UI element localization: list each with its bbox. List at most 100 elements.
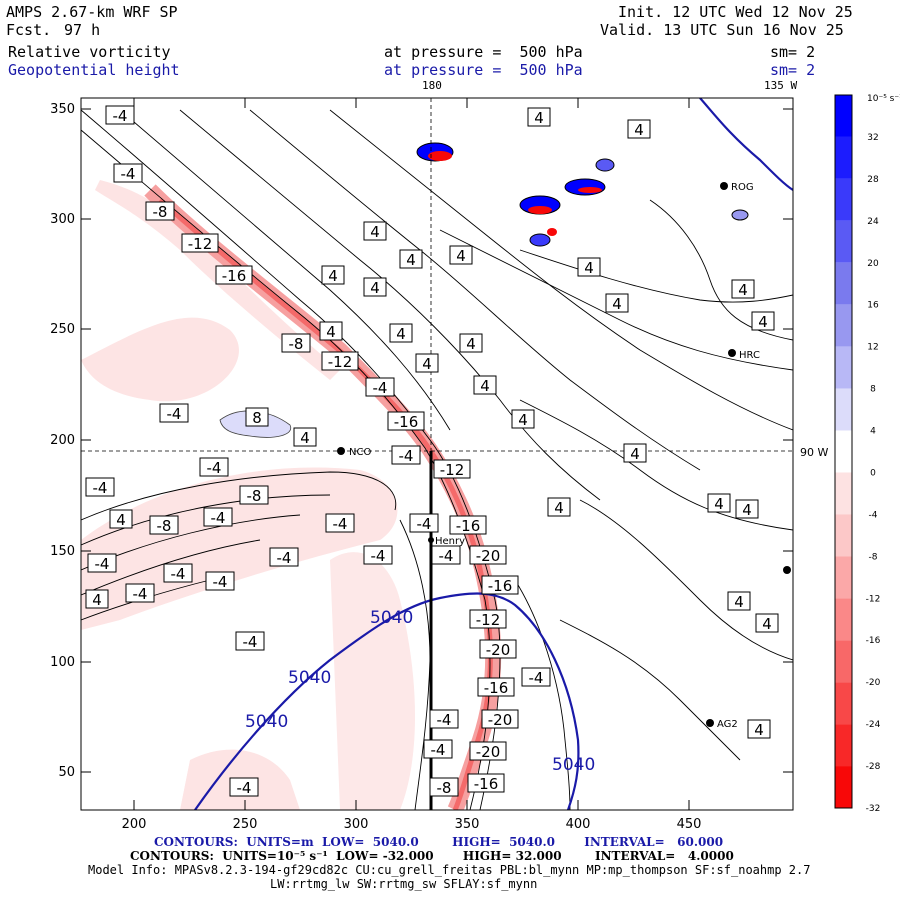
svg-text:-4: -4 [207,459,222,477]
colorbar-swatch [835,178,852,221]
y-tick-labels: 350 300 250 200 150 100 50 [50,102,75,780]
vort-label: -4 [85,477,115,497]
svg-text:-4: -4 [167,405,182,423]
vort-label: 4 [363,221,387,241]
field1-name: Relative vorticity [8,43,171,61]
colorbar-frame [834,94,853,809]
x-tick-labels: 200 250 300 350 400 450 [122,817,702,832]
vort-label: -12 [433,459,471,479]
vort-label: -4 [521,667,551,687]
colorbar-label: -16 [866,636,881,646]
svg-text:4: 4 [758,313,768,331]
colorbar-swatch [835,95,852,137]
svg-text:-12: -12 [476,611,501,629]
svg-text:-4: -4 [371,547,386,565]
vort-label: 4 [755,613,779,633]
svg-text:4: 4 [370,279,380,297]
vort-label: 4 [389,323,413,343]
vort-label: -4 [423,739,453,759]
vorticity-contours [81,109,793,810]
colorbar-label: -4 [869,510,878,520]
y-tick-label: 250 [50,322,75,337]
station-henry-marker [428,537,434,543]
x-tick-label: 250 [233,817,258,832]
station-henry-label: Henry [435,536,465,547]
svg-text:4: 4 [328,267,338,285]
colorbar-label: -12 [866,594,881,604]
svg-text:4: 4 [92,591,102,609]
svg-text:-4: -4 [95,555,110,573]
svg-text:-16: -16 [488,577,513,595]
svg-text:-4: -4 [121,165,136,183]
colorbar-swatch [835,304,852,347]
svg-text:4: 4 [466,335,476,353]
vort-label: -8 [429,777,459,797]
field2-level: at pressure = 500 hPa [384,61,583,79]
vort-label: 8 [245,407,269,427]
svg-text:-4: -4 [431,741,446,759]
height-label-5040: 5040 [288,668,331,688]
colorbar-swatch [835,766,852,808]
vort-label: -4 [125,583,155,603]
colorbar-label: -20 [866,678,881,688]
colorbar-swatch [835,262,852,305]
x-tick-label: 200 [122,817,147,832]
y-tick-label: 100 [50,655,75,670]
vort-label: 4 [321,265,345,285]
svg-text:-16: -16 [394,413,419,431]
valid-time: Valid. 13 UTC Sun 16 Nov 25 [600,21,844,39]
svg-text:-16: -16 [456,517,481,535]
init-time: Init. 12 UTC Wed 12 Nov 25 [618,3,853,21]
y-tick-label: 350 [50,102,75,117]
geopotential-contour-ne [699,98,793,191]
svg-text:-8: -8 [153,203,168,221]
svg-text:4: 4 [370,223,380,241]
svg-text:4: 4 [742,501,752,519]
station-hrc-label: HRC [739,350,760,361]
colorbar-label: 8 [870,385,876,395]
svg-text:4: 4 [406,251,416,269]
colorbar-swatch [835,220,852,263]
svg-text:-20: -20 [476,743,501,761]
vort-label: 4 [727,591,751,611]
svg-text:-4: -4 [529,669,544,687]
strong-vorticity-cluster [416,142,749,247]
vort-label: -12 [321,351,359,371]
svg-text:-16: -16 [474,775,499,793]
svg-text:4: 4 [518,411,528,429]
vort-label: -16 [481,575,519,595]
vort-label: -4 [229,777,259,797]
vort-label: -4 [409,513,439,533]
svg-text:-8: -8 [247,487,262,505]
colorbar-label: 24 [867,217,879,227]
vort-label: -4 [87,553,117,573]
colorbar: 32 28 24 20 16 12 8 4 0 -4 -8 -12 -16 -20 -24 -28 -32 [834,94,881,814]
vort-label: -8 [281,333,311,353]
y-tick-label: 200 [50,433,75,448]
vort-label: 4 [747,719,771,739]
colorbar-label: 4 [870,427,876,437]
vort-label: -12 [469,609,507,629]
vort-label: -16 [387,411,425,431]
colorbar-swatch [835,598,852,641]
footer-height-contours: CONTOURS: UNITS=m LOW= 5040.0 HIGH= 5040… [154,835,724,849]
station-ag2-label: AG2 [717,719,738,730]
vort-label: 4 [459,333,483,353]
svg-text:-20: -20 [476,547,501,565]
height-label-5040: 5040 [245,712,288,732]
x-tick-label: 400 [566,817,591,832]
vort-label: -12 [181,233,219,253]
vort-label: -4 [365,377,395,397]
lon-label-180: 180 [422,79,442,92]
vort-label: 4 [363,277,387,297]
vort-label: -20 [469,545,507,565]
map-fields [81,98,793,810]
y-axis [81,108,793,773]
station-hrc-marker [728,349,736,357]
svg-text:-4: -4 [213,573,228,591]
geopotential-5040-contour [194,592,580,810]
neg-vorticity-region [81,467,398,630]
plot-frame [80,97,794,811]
neg-vorticity-region [81,317,239,402]
